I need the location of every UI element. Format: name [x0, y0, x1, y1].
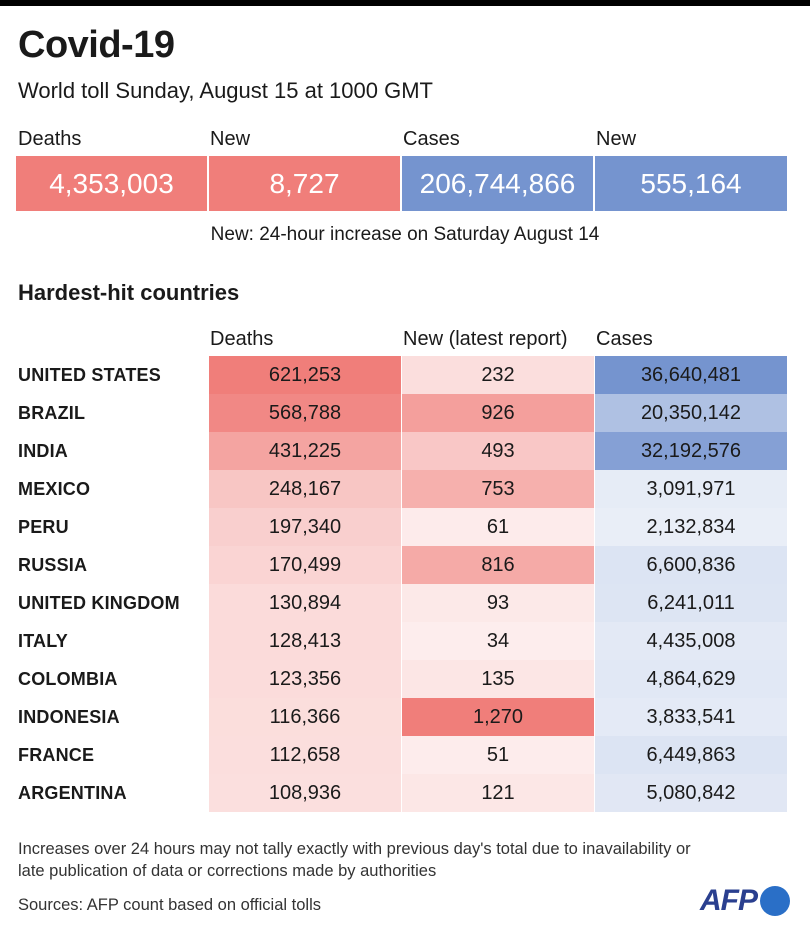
column-header-deaths: Deaths	[210, 328, 274, 350]
deaths-cell: 621,253	[209, 356, 401, 394]
new-cell: 493	[402, 432, 594, 470]
table-row: PERU 197,340 61 2,132,834	[0, 508, 810, 546]
deaths-cell: 568,788	[209, 394, 401, 432]
new-cell: 135	[402, 660, 594, 698]
new-cell: 121	[402, 774, 594, 812]
column-header-new: New (latest report)	[403, 328, 568, 350]
country-name: INDONESIA	[18, 707, 120, 727]
new-cell: 816	[402, 546, 594, 584]
deaths-cell: 128,413	[209, 622, 401, 660]
deaths-cell: 170,499	[209, 546, 401, 584]
table-row: BRAZIL 568,788 926 20,350,142	[0, 394, 810, 432]
country-name: RUSSIA	[18, 555, 88, 575]
table-row: UNITED STATES 621,253 232 36,640,481	[0, 356, 810, 394]
table-row: COLOMBIA 123,356 135 4,864,629	[0, 660, 810, 698]
cases-cell: 2,132,834	[595, 508, 787, 546]
new-cell: 926	[402, 394, 594, 432]
stat-label-cases: Cases	[403, 128, 460, 150]
country-name: COLOMBIA	[18, 669, 118, 689]
deaths-cell: 112,658	[209, 736, 401, 774]
country-name: UNITED STATES	[18, 365, 161, 385]
new-cell: 232	[402, 356, 594, 394]
table-row: ARGENTINA 108,936 121 5,080,842	[0, 774, 810, 812]
new-cell: 753	[402, 470, 594, 508]
logo-dot-icon	[760, 886, 790, 916]
cases-cell: 20,350,142	[595, 394, 787, 432]
table-row: INDIA 431,225 493 32,192,576	[0, 432, 810, 470]
stat-box-new-deaths: 8,727	[209, 156, 400, 211]
table-row: MEXICO 248,167 753 3,091,971	[0, 470, 810, 508]
country-name: INDIA	[18, 441, 68, 461]
country-name: ITALY	[18, 631, 69, 651]
sources: Sources: AFP count based on official tol…	[18, 896, 321, 914]
table-row: INDONESIA 116,366 1,270 3,833,541	[0, 698, 810, 736]
cases-cell: 32,192,576	[595, 432, 787, 470]
table-row: RUSSIA 170,499 816 6,600,836	[0, 546, 810, 584]
stat-box-deaths: 4,353,003	[16, 156, 207, 211]
deaths-cell: 130,894	[209, 584, 401, 622]
stat-box-new-cases: 555,164	[595, 156, 787, 211]
country-name: MEXICO	[18, 479, 91, 499]
country-name: UNITED KINGDOM	[18, 593, 180, 613]
cases-cell: 6,449,863	[595, 736, 787, 774]
stat-label-deaths: Deaths	[18, 128, 82, 150]
cases-cell: 5,080,842	[595, 774, 787, 812]
afp-logo: AFP	[700, 884, 790, 918]
deaths-cell: 123,356	[209, 660, 401, 698]
chart-subtitle: World toll Sunday, August 15 at 1000 GMT	[18, 78, 433, 103]
chart-title: Covid-19	[18, 24, 175, 66]
column-header-cases: Cases	[596, 328, 653, 350]
stat-box-cases: 206,744,866	[402, 156, 593, 211]
cases-cell: 4,864,629	[595, 660, 787, 698]
table-row: FRANCE 112,658 51 6,449,863	[0, 736, 810, 774]
stat-label-new-deaths: New	[210, 128, 251, 150]
country-name: PERU	[18, 517, 69, 537]
cases-cell: 4,435,008	[595, 622, 787, 660]
footnote: Increases over 24 hours may not tally ex…	[18, 840, 691, 880]
section-title: Hardest-hit countries	[18, 280, 240, 305]
new-cell: 1,270	[402, 698, 594, 736]
new-cell: 93	[402, 584, 594, 622]
new-cell: 34	[402, 622, 594, 660]
country-name: ARGENTINA	[18, 783, 127, 803]
deaths-cell: 431,225	[209, 432, 401, 470]
note: New: 24-hour increase on Saturday August…	[210, 224, 600, 245]
country-name: BRAZIL	[18, 403, 86, 423]
new-cell: 61	[402, 508, 594, 546]
table-row: UNITED KINGDOM 130,894 93 6,241,011	[0, 584, 810, 622]
deaths-cell: 116,366	[209, 698, 401, 736]
cases-cell: 3,091,971	[595, 470, 787, 508]
new-cell: 51	[402, 736, 594, 774]
stat-label-new-cases: New	[596, 128, 637, 150]
deaths-cell: 108,936	[209, 774, 401, 812]
top-bar	[0, 0, 810, 6]
deaths-cell: 197,340	[209, 508, 401, 546]
cases-cell: 36,640,481	[595, 356, 787, 394]
cases-cell: 6,241,011	[595, 584, 787, 622]
logo-text: AFP	[700, 884, 758, 917]
cases-cell: 6,600,836	[595, 546, 787, 584]
table-row: ITALY 128,413 34 4,435,008	[0, 622, 810, 660]
cases-cell: 3,833,541	[595, 698, 787, 736]
deaths-cell: 248,167	[209, 470, 401, 508]
country-name: FRANCE	[18, 745, 95, 765]
